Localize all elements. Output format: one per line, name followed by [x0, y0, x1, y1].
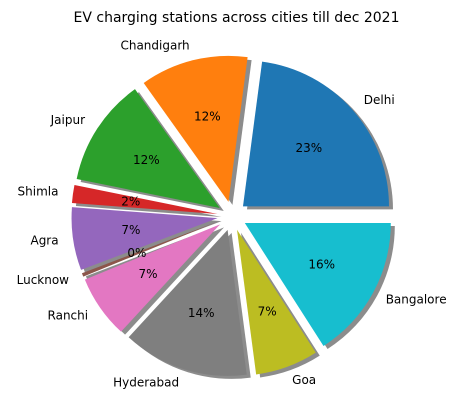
slice-label-chandigarh: Chandigarh [120, 38, 189, 52]
pct-label-ranchi: 7% [139, 267, 158, 281]
slice-label-delhi: Delhi [364, 93, 395, 107]
slice-chandigarh [143, 55, 248, 202]
chart-title: EV charging stations across cities till … [74, 10, 400, 26]
slice-jaipur [76, 89, 220, 209]
slice-hyderabad [128, 229, 247, 376]
slice-goa [237, 229, 316, 375]
slice-label-shimla: Shimla [18, 184, 59, 198]
slice-label-lucknow: Lucknow [17, 273, 70, 287]
slice-label-goa: Goa [292, 373, 316, 387]
pct-label-goa: 7% [258, 304, 277, 318]
slice-label-bangalore: Bangalore [386, 293, 447, 307]
pct-label-lucknow: 0% [127, 246, 146, 260]
slice-agra [71, 207, 218, 270]
slice-labels: Delhi 23% Chandigarh 12% Jaipur 12% Shimla 2% Ag… [17, 38, 447, 389]
slice-label-agra: Agra [30, 234, 58, 248]
slice-label-jaipur: Jaipur [50, 113, 85, 127]
pct-label-agra: 7% [121, 223, 140, 237]
slice-label-hyderabad: Hyderabad [113, 376, 179, 390]
pct-label-hyderabad: 14% [188, 306, 215, 320]
slice-ranchi [84, 224, 221, 332]
slice-shimla [71, 184, 218, 214]
slice-lucknow [81, 221, 219, 277]
pct-label-delhi: 23% [296, 141, 323, 155]
slice-label-ranchi: Ranchi [48, 308, 89, 322]
pct-label-bangalore: 16% [308, 258, 335, 272]
pct-label-jaipur: 12% [133, 153, 160, 167]
slice-bangalore [244, 223, 391, 346]
slices [71, 55, 391, 376]
pct-label-shimla: 2% [121, 194, 140, 208]
pct-label-chandigarh: 12% [194, 109, 221, 123]
slice-delhi [242, 61, 389, 207]
